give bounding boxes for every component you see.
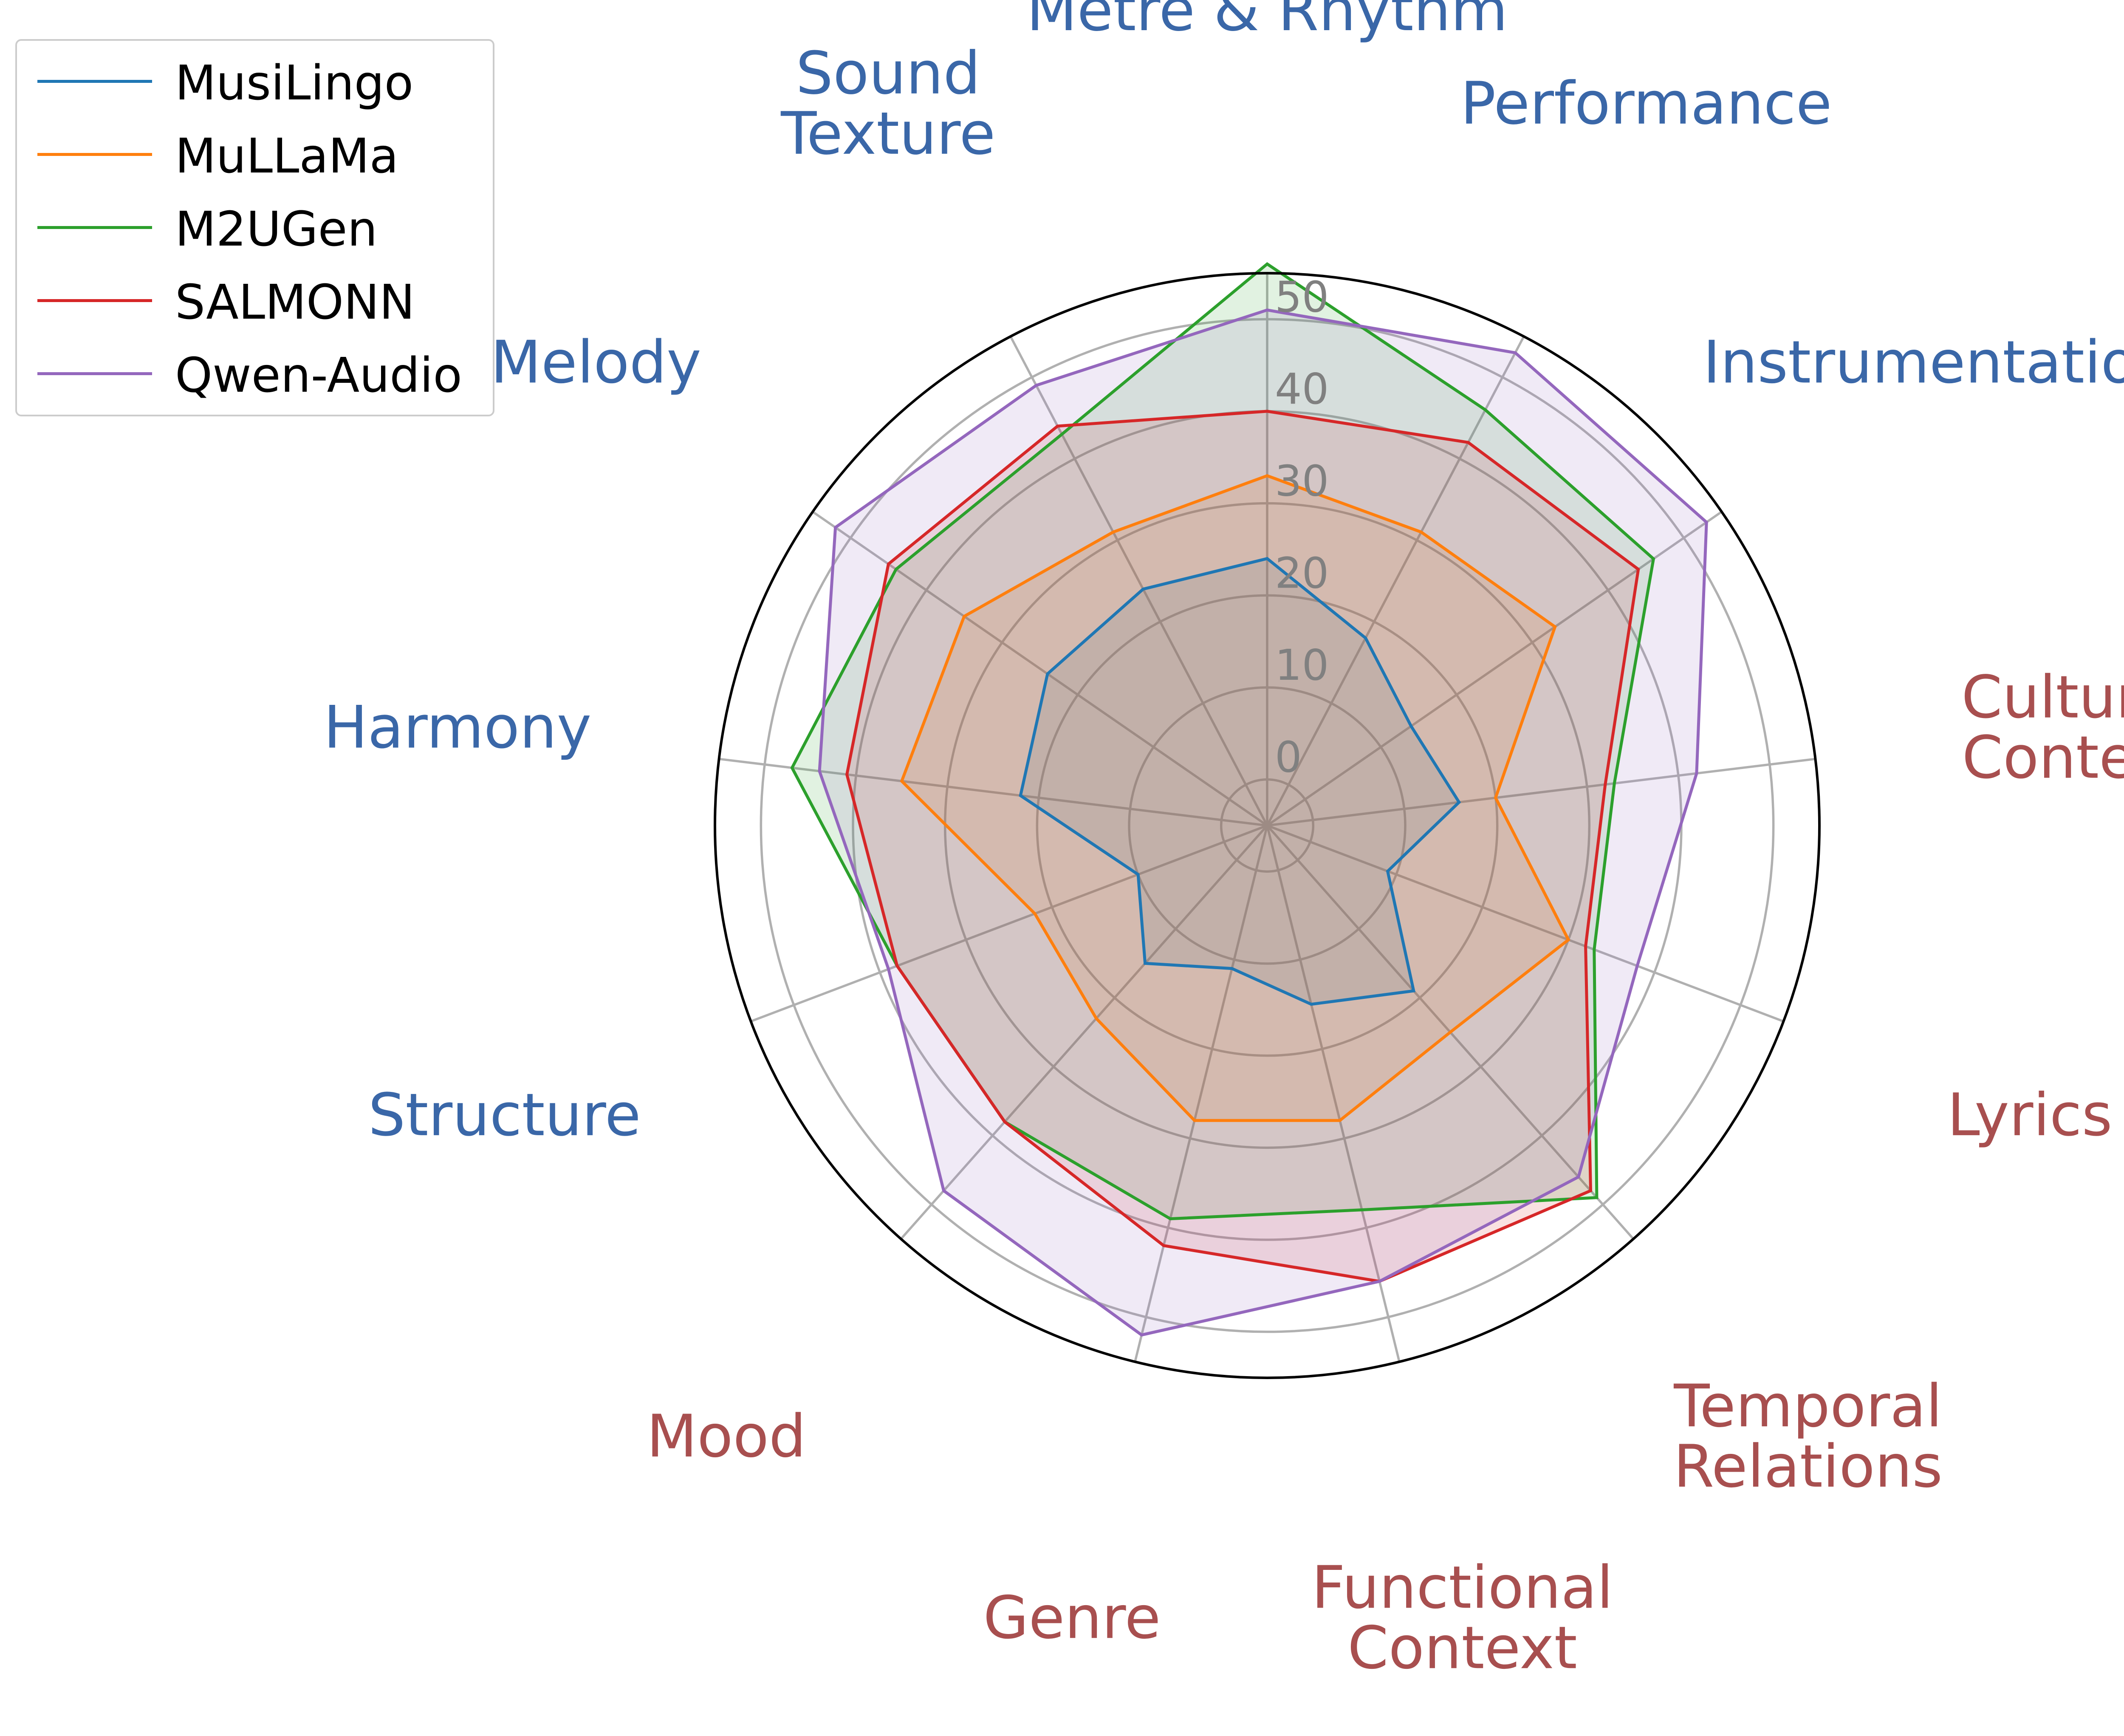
category-label-performance: Performance (1460, 69, 1832, 138)
series-area-mullama (901, 475, 1569, 1121)
radial-tick-label: 10 (1275, 640, 1329, 690)
legend-item-musilingo: MusiLingo (17, 45, 493, 118)
category-labels: Metre & Rhythm Performance Instrumentation… (324, 0, 2124, 1682)
legend-label-mullama: MuLLaMa (175, 129, 399, 184)
series-area-salmonn (847, 411, 1638, 1281)
series-fills (792, 264, 1707, 1335)
category-label-structure: Structure (368, 1081, 641, 1149)
category-label-cultural-context: CulturalContext (1961, 663, 2124, 792)
grid-spoke-instrumentation (1266, 511, 1723, 827)
outer-boundary (714, 272, 1821, 1379)
category-label-instrumentation: Instrumentation (1703, 328, 2124, 396)
legend-swatch-qwen-audio (37, 372, 152, 375)
category-label-functional-context: Functional Context (1312, 1553, 1613, 1682)
series-line-musilingo (1019, 557, 1461, 1006)
grid-spoke-performance (1266, 336, 1525, 826)
legend-swatch-mullama (37, 153, 152, 156)
legend-item-salmonn: SALMONN (17, 264, 493, 337)
series-line-m2ugen (790, 262, 1655, 1221)
grid-spoke-harmony (719, 758, 1268, 827)
category-label-lyrics: Lyrics (1947, 1081, 2113, 1149)
legend-swatch-m2ugen (37, 226, 152, 229)
radial-tick-label: 50 (1275, 272, 1329, 322)
legend: MusiLingo MuLLaMa M2UGen SALMONN Qwen-Au… (15, 39, 494, 416)
category-label-harmony: Harmony (324, 693, 592, 762)
radial-tick-label: 30 (1275, 456, 1329, 506)
legend-label-salmonn: SALMONN (175, 275, 415, 330)
grid-spoke-genre (1134, 825, 1268, 1362)
series-area-qwen-audio (819, 310, 1707, 1335)
category-label-genre: Genre (983, 1583, 1161, 1652)
legend-item-mullama: MuLLaMa (17, 118, 493, 191)
category-label-metre-and-rhythm: Metre & Rhythm (1026, 0, 1508, 44)
outer-circle (714, 272, 1821, 1379)
legend-swatch-musilingo (37, 80, 152, 83)
category-label-temporal-relations: Temporal Relations (1673, 1372, 1943, 1501)
grid-spoke-mood (900, 825, 1268, 1240)
series-area-m2ugen (792, 264, 1654, 1219)
series-area-musilingo (1020, 558, 1459, 1004)
grid-spoke-sound-texture (1009, 336, 1268, 826)
grid-spoke-lyrics (1267, 824, 1784, 1023)
radial-tick-label: 40 (1275, 364, 1329, 414)
grid-spoke-functional-context (1266, 825, 1401, 1362)
legend-swatch-salmonn (37, 299, 152, 302)
grid-spoke-structure (750, 824, 1268, 1023)
radial-tick-label: 20 (1275, 548, 1329, 598)
series-lines (790, 262, 1708, 1337)
legend-item-m2ugen: M2UGen (17, 191, 493, 264)
grid-spoke-cultural-context (1267, 758, 1816, 827)
series-line-qwen-audio (818, 308, 1708, 1337)
radial-tick-label: 0 (1275, 732, 1302, 782)
legend-label-musilingo: MusiLingo (175, 56, 414, 111)
legend-label-m2ugen: M2UGen (175, 202, 378, 257)
legend-label-qwen-audio: Qwen-Audio (175, 348, 462, 403)
category-label-sound-texture: Sound Texture (780, 39, 995, 168)
category-label-mood: Mood (647, 1402, 806, 1470)
series-line-mullama (900, 474, 1570, 1122)
category-label-melody: Melody (491, 328, 701, 396)
legend-item-qwen-audio: Qwen-Audio (17, 337, 493, 410)
radial-tick-labels: 0 10 20 30 40 50 (1275, 272, 1329, 782)
series-line-salmonn (845, 410, 1640, 1283)
